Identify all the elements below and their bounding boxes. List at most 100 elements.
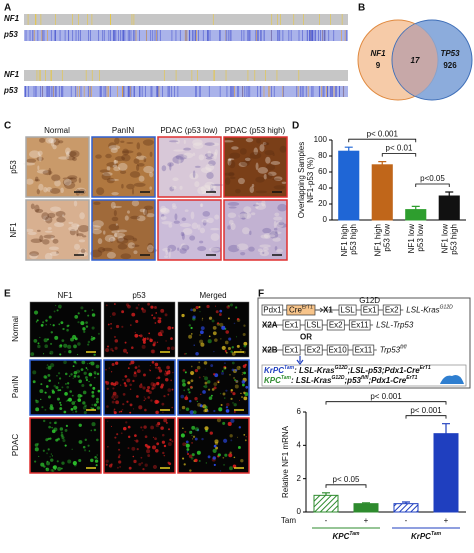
fluorescence xyxy=(233,410,236,413)
micrograph xyxy=(224,200,287,260)
fluorescence xyxy=(47,338,49,341)
track-stripe xyxy=(249,86,251,97)
fluorescence xyxy=(51,429,56,434)
fluorescence xyxy=(110,371,113,373)
fluorescence xyxy=(222,421,226,425)
fluorescence xyxy=(55,386,59,390)
construct-label: Ex1 xyxy=(363,306,377,315)
tissue-texture xyxy=(273,220,277,229)
fluorescence xyxy=(42,449,45,452)
tissue-texture xyxy=(137,163,145,167)
tissue-texture xyxy=(68,221,74,225)
fluorescence xyxy=(110,425,112,428)
tissue-texture xyxy=(240,160,250,167)
fluorescence xyxy=(105,463,108,466)
fluorescence xyxy=(145,388,150,393)
fluorescence xyxy=(88,372,93,377)
fluorescence xyxy=(212,331,217,336)
fluorescence xyxy=(68,375,71,377)
fluorescence xyxy=(138,462,142,466)
tissue-texture xyxy=(42,215,51,222)
fluorescence xyxy=(96,372,100,376)
fluorescence xyxy=(204,408,209,413)
fluorescence xyxy=(167,393,170,396)
track-stripe xyxy=(345,30,347,41)
tissue-texture xyxy=(97,247,106,253)
track-stripe xyxy=(152,30,154,41)
fluorescence xyxy=(215,305,217,307)
track-stripe xyxy=(38,70,40,81)
tissue-texture xyxy=(228,206,237,209)
tissue-texture xyxy=(273,176,283,182)
fluorescence xyxy=(164,313,168,317)
fluorescence xyxy=(72,411,74,413)
fluorescence xyxy=(240,459,244,463)
track-stripe xyxy=(309,30,311,41)
fluorescence xyxy=(171,440,174,443)
track-stripe xyxy=(219,30,220,41)
tissue-texture xyxy=(110,147,118,154)
tissue-texture xyxy=(278,221,284,226)
tissue-texture xyxy=(236,243,249,251)
fluorescence xyxy=(53,384,57,388)
column-header: Normal xyxy=(44,126,70,135)
tissue-texture xyxy=(198,154,205,161)
track-stripe xyxy=(128,86,130,97)
micrograph xyxy=(30,360,101,415)
cross-label: X2A xyxy=(262,321,278,330)
tissue-texture xyxy=(131,199,140,207)
track-stripe xyxy=(75,30,77,41)
track-stripe xyxy=(238,86,240,97)
fluorescence xyxy=(224,340,229,345)
tissue-texture xyxy=(268,234,276,238)
fluorescence xyxy=(111,400,115,404)
micrograph xyxy=(178,302,249,357)
track-stripe xyxy=(199,86,201,97)
fluorescence xyxy=(220,338,222,340)
fluorescence xyxy=(237,446,241,449)
track-stripe xyxy=(263,86,265,97)
fluorescence xyxy=(235,306,238,309)
fluorescence xyxy=(30,352,35,356)
fluorescence xyxy=(190,333,193,335)
fluorescence xyxy=(67,382,70,385)
tissue-texture xyxy=(126,183,135,190)
track-stripe xyxy=(321,86,323,97)
tissue-texture xyxy=(192,170,196,179)
fluorescence xyxy=(113,398,116,401)
column-header: NF1 xyxy=(57,291,73,300)
fluorescence xyxy=(192,438,194,440)
allele-label: LSL-KrasG12D xyxy=(406,305,453,315)
fluorescence xyxy=(123,348,127,353)
tissue-texture xyxy=(222,140,234,143)
panel-label: E xyxy=(4,289,11,300)
tissue-texture xyxy=(106,166,111,171)
fluorescence xyxy=(63,410,67,414)
track-stripe xyxy=(332,86,334,97)
fluorescence xyxy=(241,373,243,376)
track-stripe xyxy=(35,14,36,25)
tissue-texture xyxy=(56,216,66,223)
tissue-texture xyxy=(132,188,135,195)
tissue-texture xyxy=(67,175,78,180)
track-stripe xyxy=(58,86,60,97)
track-stripe xyxy=(163,70,165,81)
track-stripe xyxy=(246,86,248,97)
fluorescence xyxy=(88,363,90,365)
track-stripe xyxy=(129,86,131,97)
tissue-texture xyxy=(43,234,56,239)
track-stripe xyxy=(156,30,158,41)
fluorescence xyxy=(135,319,139,323)
cross-label: X1 xyxy=(323,306,333,315)
tissue-texture xyxy=(169,162,172,171)
tissue-texture xyxy=(200,203,203,207)
tissue-texture xyxy=(39,235,44,243)
fluorescence xyxy=(213,444,217,448)
fluorescence xyxy=(234,369,238,372)
tissue-texture xyxy=(202,211,211,217)
fluorescence xyxy=(108,367,111,369)
fluorescence xyxy=(207,429,209,431)
fluorescence xyxy=(240,392,242,394)
track-stripe xyxy=(330,14,331,25)
tissue-texture xyxy=(79,212,85,220)
